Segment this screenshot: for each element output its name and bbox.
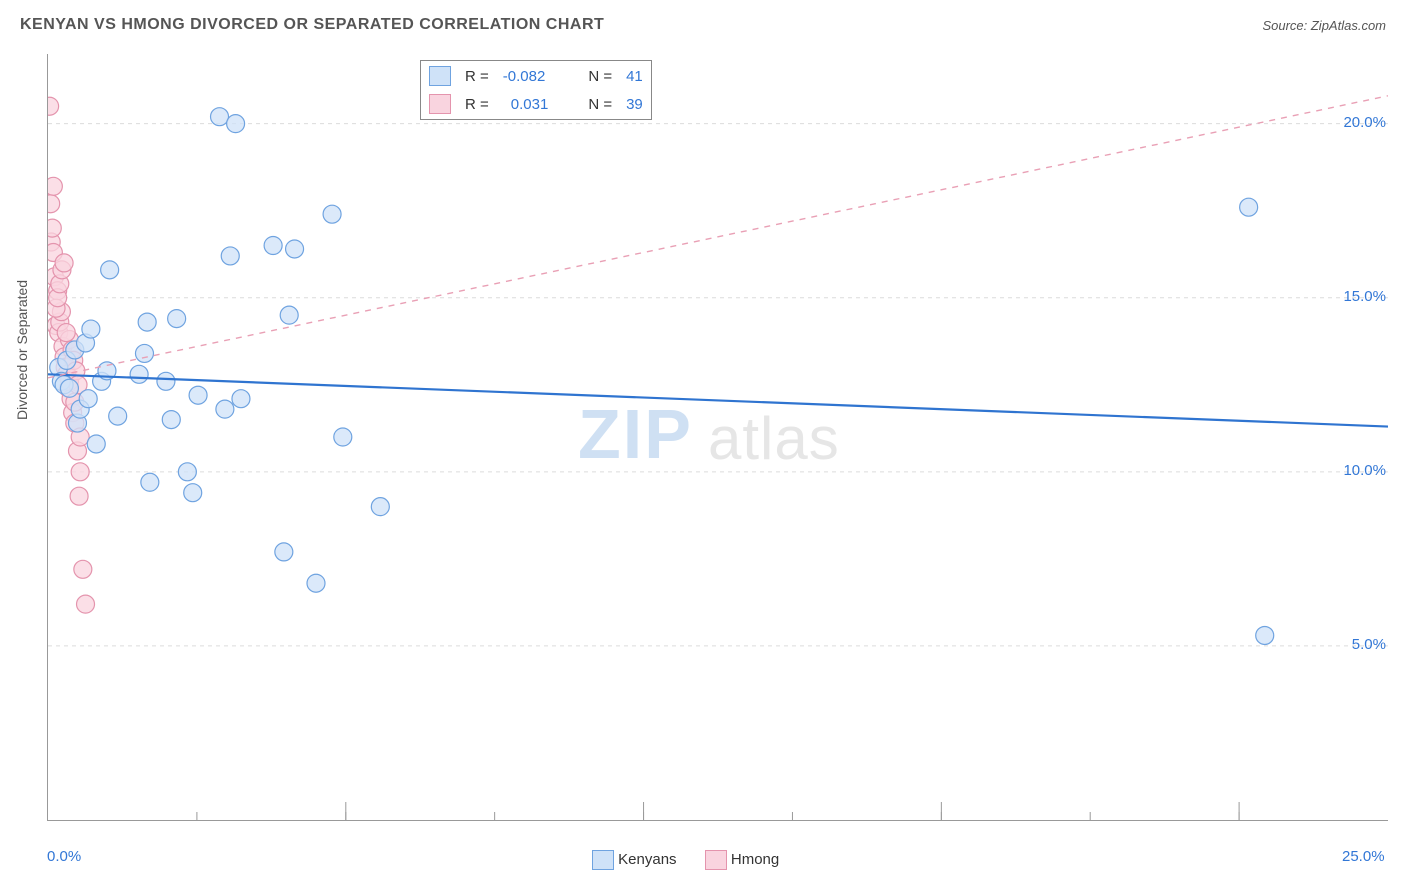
correlation-legend: R = -0.082 N = 41 R = 0.031 N = 39 [420,60,652,120]
swatch-kenyans [592,850,614,870]
legend-row-hmong: R = 0.031 N = 39 [423,91,649,117]
source-attribution: Source: ZipAtlas.com [1262,18,1386,33]
plot-area: ZIP atlas [47,54,1388,821]
legend-item-hmong: Hmong [705,850,780,870]
series-legend: Kenyans Hmong [580,850,791,870]
legend-label: Kenyans [618,851,676,868]
r-label: R = [459,91,495,117]
chart-title: KENYAN VS HMONG DIVORCED OR SEPARATED CO… [20,16,604,34]
swatch-hmong [705,850,727,870]
x-tick-label: 25.0% [1342,848,1385,865]
legend-item-kenyans: Kenyans [592,850,677,870]
y-tick-label: 15.0% [1343,288,1386,305]
swatch-kenyans [429,66,451,86]
y-tick-label: 20.0% [1343,114,1386,131]
n-value-kenyans: 41 [620,63,649,89]
scatter-svg [48,54,1388,820]
r-value-kenyans: -0.082 [497,63,555,89]
y-axis-label: Divorced or Separated [14,280,30,420]
n-label: N = [582,91,618,117]
y-tick-label: 10.0% [1343,462,1386,479]
legend-row-kenyans: R = -0.082 N = 41 [423,63,649,89]
r-value-hmong: 0.031 [497,91,555,117]
x-tick-label: 0.0% [47,848,81,865]
r-label: R = [459,63,495,89]
legend-label: Hmong [731,851,779,868]
n-value-hmong: 39 [620,91,649,117]
y-tick-label: 5.0% [1352,636,1386,653]
n-label: N = [582,63,618,89]
swatch-hmong [429,94,451,114]
